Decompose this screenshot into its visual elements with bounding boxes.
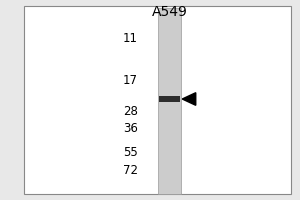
- Text: A549: A549: [152, 5, 188, 19]
- Polygon shape: [182, 93, 196, 105]
- FancyBboxPatch shape: [24, 6, 291, 194]
- Text: 55: 55: [123, 146, 138, 158]
- FancyBboxPatch shape: [158, 8, 181, 194]
- FancyBboxPatch shape: [159, 96, 180, 102]
- Text: 11: 11: [123, 32, 138, 46]
- Text: 36: 36: [123, 122, 138, 136]
- Text: 72: 72: [123, 164, 138, 178]
- Text: 17: 17: [123, 73, 138, 86]
- Text: 28: 28: [123, 105, 138, 118]
